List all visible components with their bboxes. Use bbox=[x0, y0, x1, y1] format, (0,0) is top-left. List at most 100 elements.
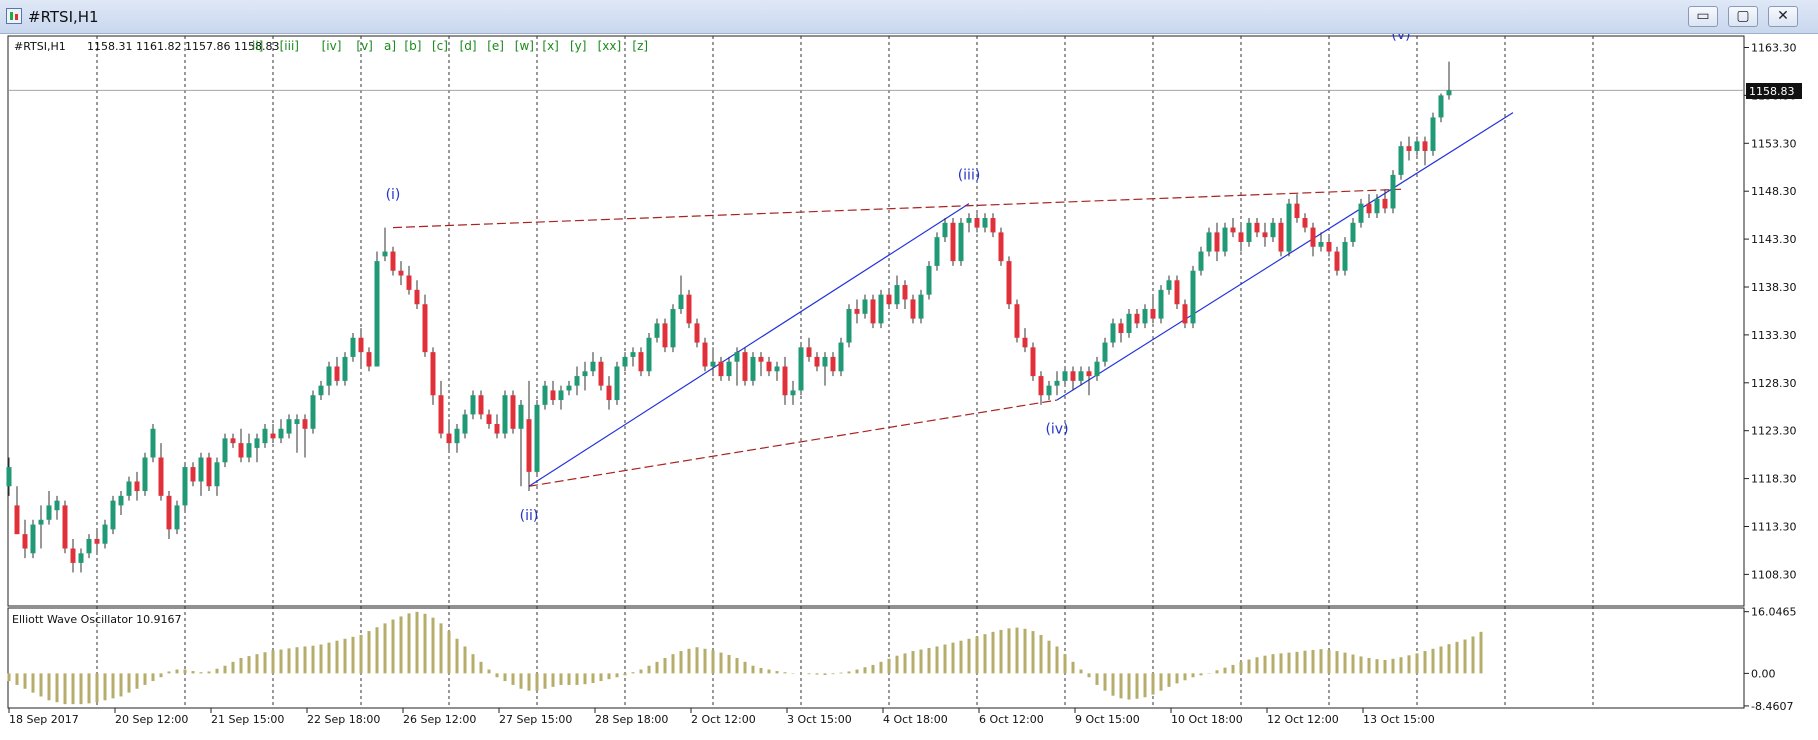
candle-body bbox=[230, 438, 236, 444]
candle-body bbox=[822, 356, 828, 367]
candle-body bbox=[870, 299, 876, 324]
candle-body bbox=[1302, 218, 1308, 228]
candle-body bbox=[374, 261, 380, 367]
trend-line[interactable] bbox=[528, 203, 970, 487]
candle-body bbox=[510, 395, 516, 429]
candle-body bbox=[558, 390, 564, 401]
candle-body bbox=[310, 395, 316, 429]
price-tick-label: 1118.30 bbox=[1751, 473, 1797, 486]
wave-button[interactable]: [c] bbox=[432, 39, 448, 53]
wave-label[interactable]: (i) bbox=[386, 187, 401, 203]
last-price-label: 1158.83 bbox=[1749, 85, 1795, 98]
wave-label[interactable]: (iv) bbox=[1045, 422, 1068, 438]
time-tick-label: 22 Sep 18:00 bbox=[307, 713, 380, 726]
candle-body bbox=[1246, 222, 1252, 242]
candle-body bbox=[806, 347, 812, 357]
wave-button[interactable]: ii] bbox=[252, 39, 263, 53]
wave-button[interactable]: [d] bbox=[460, 39, 477, 53]
wave-button[interactable]: a] bbox=[384, 39, 396, 53]
candle-body bbox=[1150, 309, 1156, 319]
candle-body bbox=[1310, 227, 1316, 247]
candle-body bbox=[326, 366, 332, 386]
oscillator-tick-label: -8.4607 bbox=[1751, 700, 1793, 713]
candle-body bbox=[1262, 232, 1268, 238]
candle-body bbox=[350, 337, 356, 357]
time-tick-label: 12 Oct 12:00 bbox=[1267, 713, 1339, 726]
candle-body bbox=[414, 289, 420, 305]
candle-body bbox=[838, 342, 844, 372]
candle-body bbox=[1030, 347, 1036, 377]
wave-button[interactable]: [e] bbox=[487, 39, 504, 53]
wave-button[interactable]: [xx] bbox=[598, 39, 622, 53]
time-tick-label: 28 Sep 18:00 bbox=[595, 713, 668, 726]
price-tick-label: 1148.30 bbox=[1751, 185, 1797, 198]
price-tick-label: 1153.30 bbox=[1751, 137, 1797, 150]
wave-button[interactable]: [z] bbox=[632, 39, 648, 53]
maximize-button[interactable]: ▢ bbox=[1728, 6, 1758, 27]
wave-button[interactable]: [v] bbox=[356, 39, 372, 53]
candle-body bbox=[142, 457, 148, 492]
candle-body bbox=[1102, 342, 1108, 362]
candle-body bbox=[798, 347, 804, 391]
candle-body bbox=[358, 337, 364, 353]
price-tick-label: 1138.30 bbox=[1751, 281, 1797, 294]
dashed-channel-line[interactable] bbox=[392, 188, 1402, 229]
window-title: #RTSI,H1 bbox=[28, 8, 99, 26]
wave-button[interactable]: [x] bbox=[542, 39, 558, 53]
candle-body bbox=[262, 428, 268, 444]
wave-button[interactable]: [w] bbox=[515, 39, 534, 53]
wave-button[interactable]: [iv] bbox=[322, 39, 342, 53]
price-tick-label: 1128.30 bbox=[1751, 377, 1797, 390]
wave-label[interactable]: (ii) bbox=[520, 508, 539, 524]
wave-button[interactable]: [b] bbox=[404, 39, 421, 53]
candle-body bbox=[726, 361, 732, 377]
candle-body bbox=[710, 361, 716, 367]
candle-body bbox=[742, 352, 748, 381]
candle-body bbox=[198, 457, 204, 482]
candle-body bbox=[438, 395, 444, 434]
candle-body bbox=[1022, 337, 1028, 348]
candle-body bbox=[302, 419, 308, 429]
candle-body bbox=[630, 352, 636, 357]
candle-body bbox=[334, 366, 340, 381]
candle-body bbox=[422, 304, 428, 353]
oscillator-tick-label: 0.00 bbox=[1751, 667, 1776, 680]
candle-body bbox=[54, 500, 60, 511]
candle-body bbox=[94, 538, 100, 544]
candle-body bbox=[1230, 227, 1236, 233]
candle-body bbox=[486, 414, 492, 424]
candle-body bbox=[318, 385, 324, 396]
candle-body bbox=[718, 361, 724, 377]
wave-label[interactable]: (iii) bbox=[958, 168, 981, 184]
candle-body bbox=[526, 419, 532, 472]
candle-body bbox=[1014, 304, 1020, 338]
chart-area: 1108.30 1113.30 1118.30 1123.30 1128.30 1133.… bbox=[0, 34, 1818, 740]
candle-body bbox=[174, 505, 180, 530]
candle-body bbox=[1254, 222, 1260, 233]
candle-body bbox=[638, 352, 644, 372]
wave-button[interactable]: [y] bbox=[570, 39, 586, 53]
time-tick-label: 3 Oct 15:00 bbox=[787, 713, 852, 726]
wave-label[interactable]: (v) bbox=[1391, 34, 1410, 43]
dashed-channel-line[interactable] bbox=[528, 399, 1058, 487]
candle-body bbox=[774, 366, 780, 372]
candle-body bbox=[846, 309, 852, 343]
candle-body bbox=[1198, 251, 1204, 271]
candle-body bbox=[886, 294, 892, 305]
price-tick-label: 1108.30 bbox=[1751, 568, 1797, 581]
wave-button[interactable]: [iii] bbox=[280, 39, 299, 53]
candle-body bbox=[998, 232, 1004, 262]
close-button[interactable]: ✕ bbox=[1768, 6, 1798, 27]
candle-body bbox=[1318, 241, 1324, 247]
candle-body bbox=[1118, 323, 1124, 333]
candle-body bbox=[1046, 385, 1052, 396]
candle-body bbox=[166, 495, 172, 530]
minimize-button[interactable]: ▭ bbox=[1688, 6, 1718, 27]
candle-body bbox=[622, 356, 628, 367]
trend-line[interactable] bbox=[1056, 112, 1514, 401]
candle-body bbox=[390, 251, 396, 271]
time-tick-label: 10 Oct 18:00 bbox=[1171, 713, 1243, 726]
time-tick-label: 9 Oct 15:00 bbox=[1075, 713, 1140, 726]
candle-body bbox=[974, 218, 980, 228]
candle-body bbox=[102, 524, 108, 544]
